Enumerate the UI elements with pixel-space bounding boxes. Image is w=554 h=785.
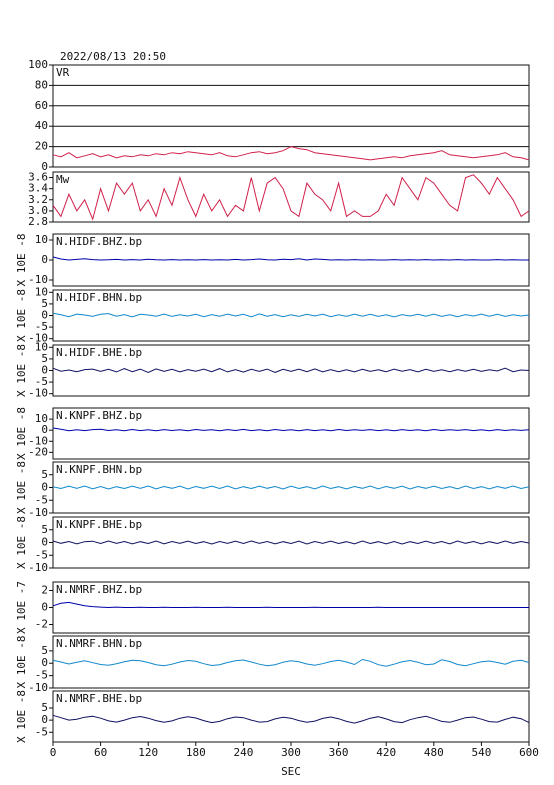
y-axis-label: X 10E -8 <box>15 407 28 460</box>
y-axis-label: X 10E -8 <box>15 516 28 569</box>
y-tick-label: 5 <box>41 644 48 657</box>
y-axis-label: X 10E -8 <box>15 636 28 689</box>
y-tick-label: 0 <box>41 364 48 377</box>
x-tick-label: 600 <box>519 746 539 759</box>
y-tick-label: -5 <box>35 548 48 561</box>
panel-frame <box>52 407 530 460</box>
y-tick-label: 2 <box>41 584 48 597</box>
trace <box>52 256 529 261</box>
y-tick-label: 10 <box>35 412 48 425</box>
y-tick-label: 40 <box>35 119 48 132</box>
trace <box>52 485 530 490</box>
panel-label: N.KNPF.BHE.bp <box>56 518 142 531</box>
y-tick-label: -5 <box>35 725 48 738</box>
y-tick-label: -10 <box>28 561 48 574</box>
y-tick-label: 0 <box>41 253 48 266</box>
x-tick-label: 300 <box>281 746 301 759</box>
x-tick-label: 420 <box>376 746 396 759</box>
trace <box>52 367 530 373</box>
y-tick-label: 5 <box>41 352 48 365</box>
y-tick-label: -2 <box>35 618 48 631</box>
y-tick-label: 10 <box>35 340 48 353</box>
y-tick-label: 0 <box>41 601 48 614</box>
y-axis-label: X 10E -8 <box>15 690 28 743</box>
y-axis-label: X 10E -8 <box>15 289 28 342</box>
y-tick-label: 5 <box>41 701 48 714</box>
panel-label: N.HIDF.BHN.bp <box>56 291 142 304</box>
y-tick-label: -10 <box>28 273 48 286</box>
y-tick-label: 3.0 <box>28 204 48 217</box>
panel-label: VR <box>56 66 70 79</box>
x-tick-label: 120 <box>138 746 158 759</box>
y-tick-label: 0 <box>41 481 48 494</box>
panel-frame <box>52 64 530 168</box>
y-tick-label: -10 <box>28 387 48 400</box>
trace <box>52 540 530 545</box>
y-tick-label: 5 <box>41 523 48 536</box>
trace <box>52 601 529 609</box>
y-axis-label: X 10E -8 <box>15 461 28 514</box>
y-tick-label: 100 <box>28 58 48 71</box>
y-tick-label: 10 <box>35 233 48 246</box>
y-tick-label: -5 <box>35 669 48 682</box>
panel-label: N.HIDF.BHZ.bp <box>56 235 142 248</box>
chart-title: 2022/08/13 20:50 <box>60 50 166 63</box>
panel-label: Mw <box>56 173 70 186</box>
y-tick-label: 20 <box>35 140 48 153</box>
x-tick-label: 540 <box>471 746 491 759</box>
trace <box>52 312 530 318</box>
trace <box>52 658 530 667</box>
y-tick-label: -20 <box>28 445 48 458</box>
trace <box>52 146 530 161</box>
x-tick-label: 240 <box>233 746 253 759</box>
y-tick-label: 3.4 <box>28 182 48 195</box>
y-tick-label: 80 <box>35 78 48 91</box>
y-tick-label: -5 <box>35 375 48 388</box>
y-tick-label: 3.6 <box>28 171 48 184</box>
x-tick-label: 0 <box>50 746 57 759</box>
y-tick-label: 5 <box>41 468 48 481</box>
x-axis-label: SEC <box>281 765 301 778</box>
y-tick-label: 60 <box>35 99 48 112</box>
y-axis-label: X 10E -7 <box>15 581 28 634</box>
x-tick-label: 180 <box>186 746 206 759</box>
trace <box>52 174 530 221</box>
x-tick-label: 360 <box>329 746 349 759</box>
trace <box>52 714 530 724</box>
y-tick-label: -10 <box>28 332 48 345</box>
y-axis-label: X 10E -8 <box>15 234 28 287</box>
x-tick-label: 60 <box>94 746 107 759</box>
y-tick-label: 0 <box>41 160 48 173</box>
y-tick-label: 3.2 <box>28 193 48 206</box>
y-tick-label: 5 <box>41 297 48 310</box>
panel-label: N.KNPF.BHN.bp <box>56 463 142 476</box>
x-tick-label: 480 <box>424 746 444 759</box>
panel-label: N.NMRF.BHE.bp <box>56 692 142 705</box>
y-axis-label: X 10E -8 <box>15 344 28 397</box>
panel-label: N.NMRF.BHZ.bp <box>56 583 142 596</box>
y-tick-label: 0 <box>41 656 48 669</box>
y-tick-label: 0 <box>41 713 48 726</box>
panel-label: N.HIDF.BHE.bp <box>56 346 142 359</box>
panel-label: N.KNPF.BHZ.bp <box>56 409 142 422</box>
y-tick-label: 10 <box>35 285 48 298</box>
y-tick-label: -10 <box>28 506 48 519</box>
y-tick-label: -5 <box>35 493 48 506</box>
y-tick-label: -10 <box>28 681 48 694</box>
panel-label: N.NMRF.BHN.bp <box>56 637 142 650</box>
panel-frame <box>52 171 530 223</box>
y-tick-label: -10 <box>28 434 48 447</box>
y-tick-label: -5 <box>35 320 48 333</box>
y-tick-label: 0 <box>41 423 48 436</box>
y-tick-label: 0 <box>41 536 48 549</box>
y-tick-label: 0 <box>41 309 48 322</box>
y-tick-label: 2.8 <box>28 215 48 228</box>
trace <box>52 427 530 432</box>
